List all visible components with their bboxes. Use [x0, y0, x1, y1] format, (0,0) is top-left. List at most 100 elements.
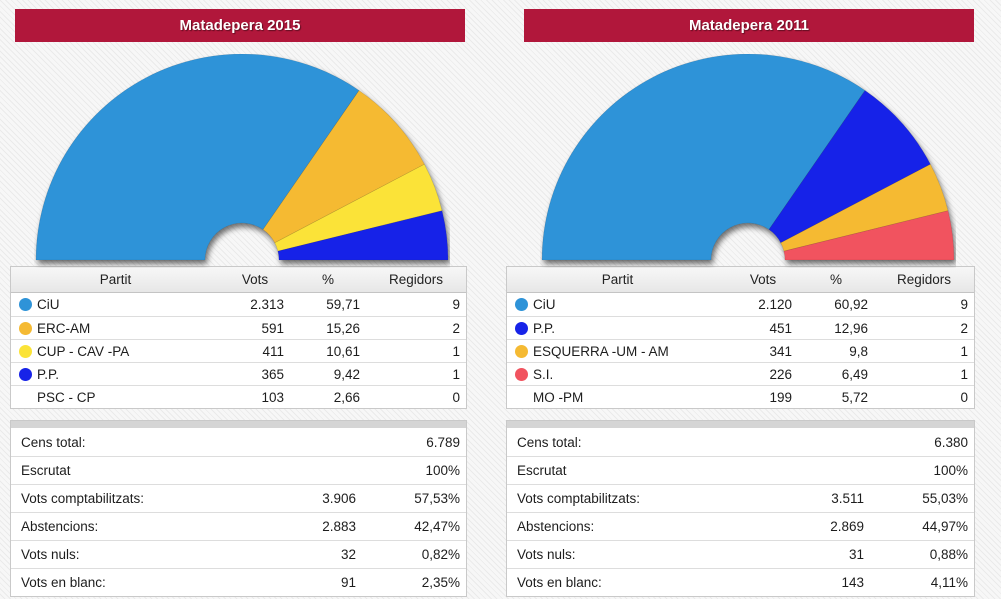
party-cell: CUP - CAV -PA	[11, 344, 220, 359]
party-cell: P.P.	[11, 367, 220, 382]
pct-value: 6,49	[841, 366, 868, 382]
panel-2015: Matadepera 2015 Partit Vots % Regidors C…	[10, 0, 467, 597]
summary-value: 31	[848, 547, 864, 562]
chart-slice-erc-am[interactable]	[262, 90, 425, 244]
summary-value: 143	[841, 575, 864, 590]
summary-label: Vots en blanc:	[517, 575, 602, 590]
pct-value: 9,8	[849, 343, 868, 359]
panel-2015-title: Matadepera 2015	[179, 17, 301, 34]
vots-value: 591	[261, 320, 284, 336]
party-cell: CiU	[11, 297, 220, 312]
results-row-p-p: P.P. 451 12,96 2	[507, 316, 974, 339]
panel-2011-chart-area	[506, 42, 975, 266]
panel-2011-title: Matadepera 2011	[688, 17, 810, 34]
vots-value: 365	[261, 366, 284, 382]
summary-row-vots-nuls: Vots nuls: 31 0,88%	[507, 540, 974, 568]
regidors-value: 2	[960, 320, 968, 336]
col-header-partit: Partit	[601, 272, 634, 287]
summary-row-vots-comptabilitzats: Vots comptabilitzats: 3.511 55,03%	[507, 484, 974, 512]
summary-pct: 44,97%	[922, 519, 968, 534]
summary-label: Vots comptabilitzats:	[21, 491, 145, 506]
party-name: MO -PM	[533, 389, 584, 405]
summary-label: Vots en blanc:	[21, 575, 106, 590]
vots-value: 199	[769, 389, 792, 405]
summary-pct: 0,88%	[929, 547, 968, 562]
summary-label: Vots nuls:	[21, 547, 80, 562]
results-row-ciu: CiU 2.120 60,92 9	[507, 293, 974, 316]
party-color-dot	[515, 344, 528, 358]
summary-label: Abstencions:	[21, 519, 99, 534]
regidors-value: 2	[452, 320, 460, 336]
pct-value: 5,72	[841, 389, 868, 405]
results-row-erc-am: ERC-AM 591 15,26 2	[11, 316, 466, 339]
panel-2011-summary-table: Cens total: 6.380 Escrutat 100% Vots comptab…	[506, 420, 975, 597]
results-body: CiU 2.313 59,71 9 ERC-AM 591 15,26 2 CUP - CAV -…	[11, 293, 466, 408]
party-color-dot	[19, 391, 32, 404]
chart-slice-p-p[interactable]	[277, 210, 449, 261]
summary-label: Escrutat	[21, 463, 71, 478]
party-name: P.P.	[533, 320, 556, 336]
vots-value: 2.120	[758, 297, 792, 312]
summary-body: Cens total: 6.789 Escrutat 100% Vots comptab…	[11, 428, 466, 596]
panel-2011-title-bar: Matadepera 2011	[524, 9, 974, 42]
party-cell: P.P.	[507, 321, 728, 336]
pct-value: 12,96	[834, 320, 868, 336]
summary-label: Abstencions:	[517, 519, 595, 534]
summary-row-escrutat: Escrutat 100%	[507, 456, 974, 484]
pct-value: 59,71	[326, 297, 360, 312]
chart-slice-s-i[interactable]	[783, 210, 955, 261]
col-header-pct: %	[829, 272, 842, 287]
summary-row-cens-total: Cens total: 6.380	[507, 428, 974, 456]
chart-slice-ciu[interactable]	[541, 54, 866, 261]
party-color-dot	[19, 298, 32, 311]
regidors-value: 0	[452, 389, 460, 405]
results-row-ciu: CiU 2.313 59,71 9	[11, 293, 466, 316]
pct-value: 2,66	[333, 389, 360, 405]
summary-row-escrutat: Escrutat 100%	[11, 456, 466, 484]
party-color-dot	[19, 367, 32, 381]
summary-row-vots-comptabilitzats: Vots comptabilitzats: 3.906 57,53%	[11, 484, 466, 512]
summary-row-abstencions: Abstencions: 2.869 44,97%	[507, 512, 974, 540]
chart-slice-p-p[interactable]	[768, 90, 931, 244]
pct-value: 15,26	[326, 320, 360, 336]
regidors-value: 9	[452, 297, 460, 312]
vots-value: 411	[262, 343, 284, 359]
vots-value: 451	[769, 320, 792, 336]
summary-value: 2.869	[830, 519, 864, 534]
regidors-value: 1	[960, 366, 968, 382]
summary-label: Cens total:	[21, 434, 86, 450]
seats-half-donut-chart-2011	[541, 54, 955, 261]
party-color-dot	[515, 391, 528, 404]
panel-2011-results-table: Partit Vots % Regidors CiU 2.120 60,92 9 P.P…	[506, 266, 975, 409]
results-row-psc-cp: PSC - CP 103 2,66 0	[11, 385, 466, 408]
summary-header-strip	[11, 421, 466, 428]
col-header-partit: Partit	[99, 272, 132, 287]
col-header-regidors: Regidors	[896, 272, 952, 287]
panel-2011: Matadepera 2011 Partit Vots % Regidors C…	[506, 0, 975, 597]
summary-pct: 57,53%	[414, 491, 460, 506]
party-cell: CiU	[507, 297, 728, 312]
summary-pct: 0,82%	[421, 547, 460, 562]
summary-pct: 100%	[425, 463, 460, 478]
summary-body: Cens total: 6.380 Escrutat 100% Vots comptab…	[507, 428, 974, 596]
summary-label: Escrutat	[517, 463, 567, 478]
seats-half-donut-chart-2015	[35, 54, 449, 261]
summary-pct: 2,35%	[421, 575, 460, 590]
vots-value: 226	[769, 366, 792, 382]
chart-slice-ciu[interactable]	[35, 54, 360, 261]
party-name: P.P.	[37, 366, 60, 382]
results-row-cup-cav-pa: CUP - CAV -PA 411 10,61 1	[11, 339, 466, 362]
party-cell: PSC - CP	[11, 390, 220, 405]
party-cell: ERC-AM	[11, 321, 220, 336]
summary-pct: 6.789	[426, 434, 460, 450]
panel-2015-results-table: Partit Vots % Regidors CiU 2.313 59,71 9 ERC…	[10, 266, 467, 409]
party-name: PSC - CP	[37, 389, 96, 405]
results-body: CiU 2.120 60,92 9 P.P. 451 12,96 2 ESQUERRA -UM …	[507, 293, 974, 408]
summary-pct: 42,47%	[414, 519, 460, 534]
col-header-vots: Vots	[241, 272, 269, 287]
regidors-value: 9	[960, 297, 968, 312]
panel-2015-summary-table: Cens total: 6.789 Escrutat 100% Vots comptab…	[10, 420, 467, 597]
party-color-dot	[19, 321, 32, 335]
pct-value: 60,92	[834, 297, 868, 312]
